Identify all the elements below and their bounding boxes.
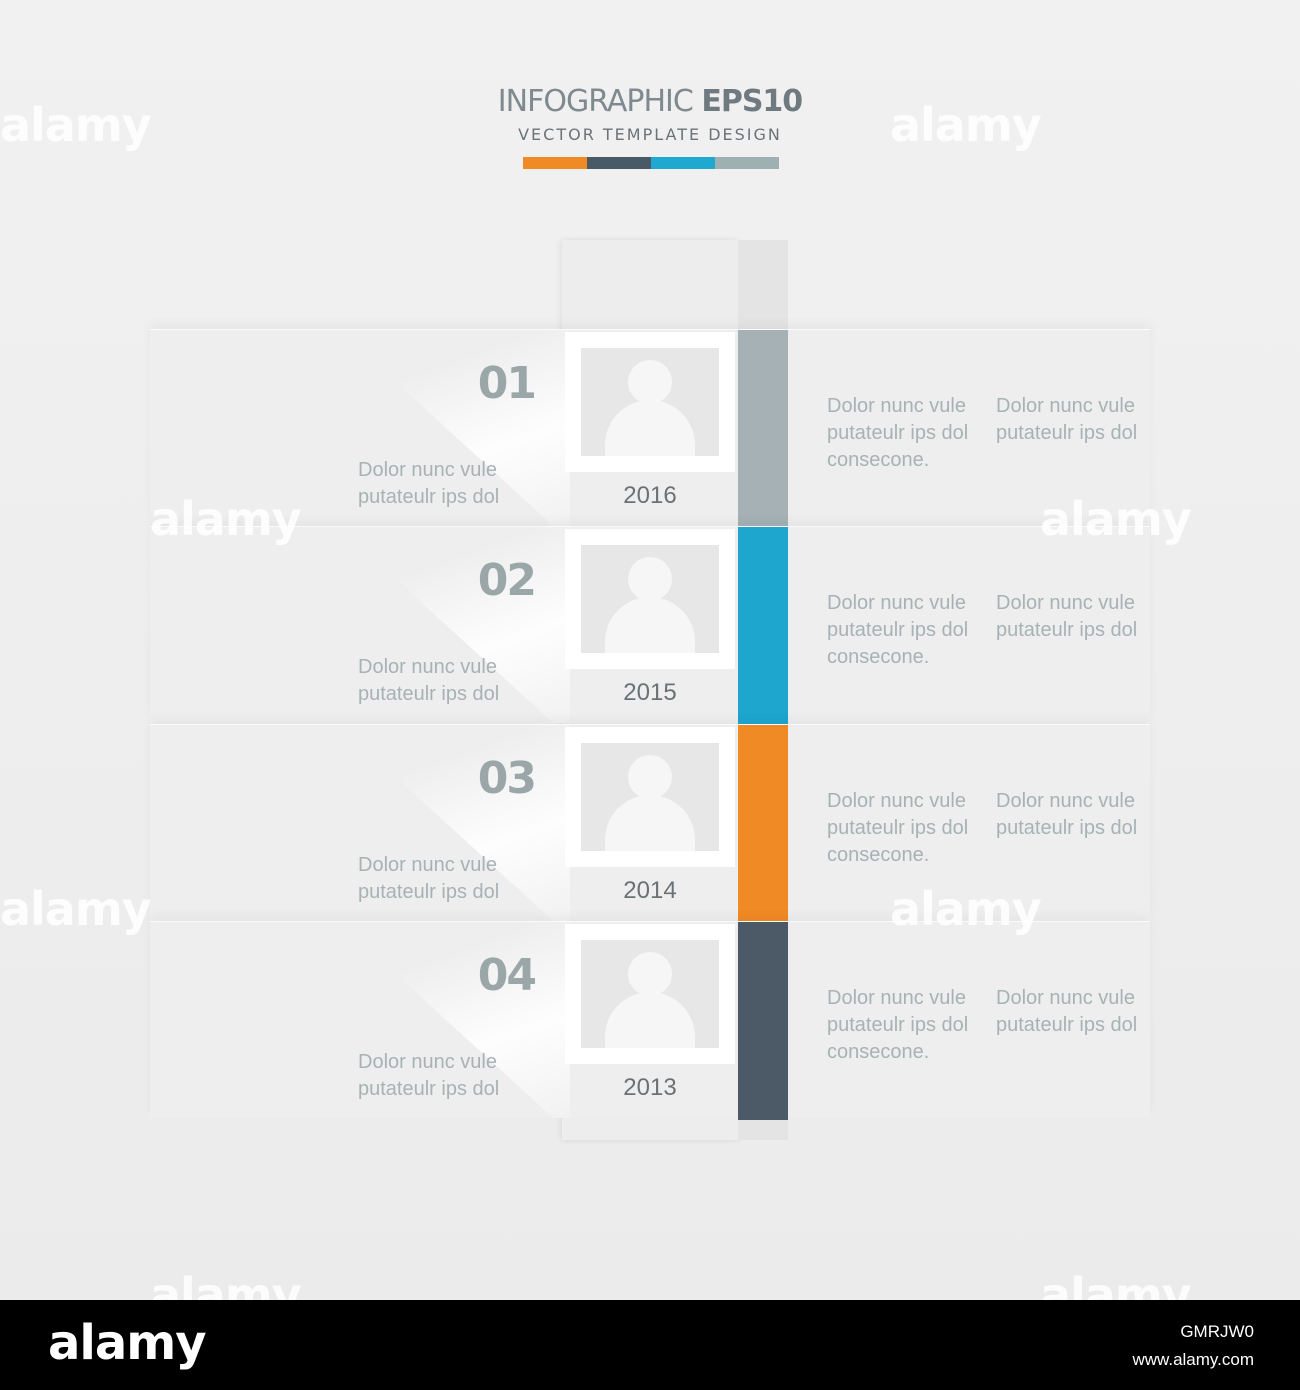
color-swatch (523, 157, 587, 169)
right-description-1: Dolor nunc vule putateulr ips dol consecon… (827, 788, 997, 869)
text-line: Dolor nunc vule (827, 790, 966, 812)
color-swatch (651, 157, 715, 169)
avatar-body (605, 992, 695, 1048)
text-line: Dolor nunc vule (827, 395, 966, 417)
text-line: putateulr ips dol (996, 422, 1138, 444)
site-url: www.alamy.com (1132, 1350, 1254, 1369)
avatar-body (605, 597, 695, 653)
text-line: Dolor nunc vule (996, 395, 1135, 417)
text-line: putateulr ips dol (996, 817, 1138, 839)
page-subtitle: VECTOR TEMPLATE DESIGN (518, 125, 782, 144)
text-line: consecone. (827, 844, 930, 866)
timeline-segment (738, 527, 788, 724)
watermark: alamy (1040, 1268, 1192, 1300)
watermark: alamy (150, 1268, 302, 1300)
step-number: 02 (477, 555, 537, 606)
timeline-segment (738, 725, 788, 922)
text-line: putateulr ips dol (996, 1014, 1138, 1036)
watermark: alamy (0, 882, 152, 936)
text-line: putateulr ips dol (827, 1014, 969, 1036)
text-line: putateulr ips dol (358, 1078, 500, 1100)
text-line: putateulr ips dol (827, 422, 969, 444)
avatar-body (605, 795, 695, 851)
text-line: consecone. (827, 1041, 930, 1063)
avatar-head (628, 755, 672, 799)
photo-placeholder (565, 332, 735, 472)
avatar-icon (581, 545, 719, 653)
right-description-1: Dolor nunc vule putateulr ips dol consecon… (827, 590, 997, 671)
photo-placeholder (565, 924, 735, 1064)
right-description-1: Dolor nunc vule putateulr ips dol consecon… (827, 393, 997, 474)
avatar-head (628, 360, 672, 404)
text-line: Dolor nunc vule (827, 987, 966, 1009)
year-label: 2016 (623, 482, 677, 509)
text-line: putateulr ips dol (358, 881, 500, 903)
text-line: Dolor nunc vule (996, 987, 1135, 1009)
footer-logo: alamy (48, 1315, 207, 1371)
avatar-icon (581, 743, 719, 851)
photo-placeholder (565, 529, 735, 669)
page-title: INFOGRAPHIC EPS10 (0, 84, 1300, 119)
light-beam (150, 527, 570, 723)
avatar-body (605, 400, 695, 456)
light-beam (150, 725, 570, 921)
title-bold: EPS10 (701, 84, 803, 119)
left-description: Dolor nunc vule putateulr ips dol (358, 852, 558, 906)
text-line: putateulr ips dol (358, 486, 500, 508)
text-line: Dolor nunc vule (358, 459, 497, 481)
text-line: consecone. (827, 646, 930, 668)
text-line: consecone. (827, 449, 930, 471)
right-description-2: Dolor nunc vule putateulr ips dol (996, 590, 1166, 644)
text-line: putateulr ips dol (358, 683, 500, 705)
left-description: Dolor nunc vule putateulr ips dol (358, 457, 558, 511)
text-line: putateulr ips dol (996, 619, 1138, 641)
left-description: Dolor nunc vule putateulr ips dol (358, 1049, 558, 1103)
text-line: Dolor nunc vule (358, 854, 497, 876)
timeline-segment (738, 330, 788, 527)
right-description-1: Dolor nunc vule putateulr ips dol consecon… (827, 985, 997, 1066)
step-number: 04 (477, 950, 537, 1001)
photo-placeholder (565, 727, 735, 867)
year-label: 2015 (623, 679, 677, 706)
title-light: INFOGRAPHIC (497, 84, 702, 119)
avatar-icon (581, 348, 719, 456)
avatar-head (628, 557, 672, 601)
year-label: 2014 (623, 877, 677, 904)
color-swatch (587, 157, 651, 169)
text-line: Dolor nunc vule (996, 592, 1135, 614)
watermark: alamy (890, 882, 1042, 936)
text-line: putateulr ips dol (827, 619, 969, 641)
image-id: GMRJW0 (1180, 1322, 1254, 1341)
text-line: Dolor nunc vule (358, 656, 497, 678)
light-beam (150, 922, 570, 1118)
year-label: 2013 (623, 1074, 677, 1101)
left-description: Dolor nunc vule putateulr ips dol (358, 654, 558, 708)
timeline-segment (738, 922, 788, 1120)
watermark: alamy (0, 98, 152, 152)
infographic-canvas: INFOGRAPHIC EPS10 VECTOR TEMPLATE DESIGN… (0, 0, 1300, 1300)
watermark: alamy (1040, 492, 1192, 546)
step-number: 03 (477, 753, 537, 804)
color-swatch (715, 157, 779, 169)
right-description-2: Dolor nunc vule putateulr ips dol (996, 788, 1166, 842)
footer-bar: alamy GMRJW0 www.alamy.com (0, 1300, 1300, 1390)
text-line: Dolor nunc vule (996, 790, 1135, 812)
avatar-icon (581, 940, 719, 1048)
text-line: Dolor nunc vule (827, 592, 966, 614)
step-number: 01 (477, 358, 537, 409)
right-description-2: Dolor nunc vule putateulr ips dol (996, 985, 1166, 1039)
text-line: putateulr ips dol (827, 817, 969, 839)
right-description-2: Dolor nunc vule putateulr ips dol (996, 393, 1166, 447)
watermark: alamy (150, 492, 302, 546)
text-line: Dolor nunc vule (358, 1051, 497, 1073)
watermark: alamy (890, 98, 1042, 152)
light-beam (150, 330, 570, 526)
avatar-head (628, 952, 672, 996)
